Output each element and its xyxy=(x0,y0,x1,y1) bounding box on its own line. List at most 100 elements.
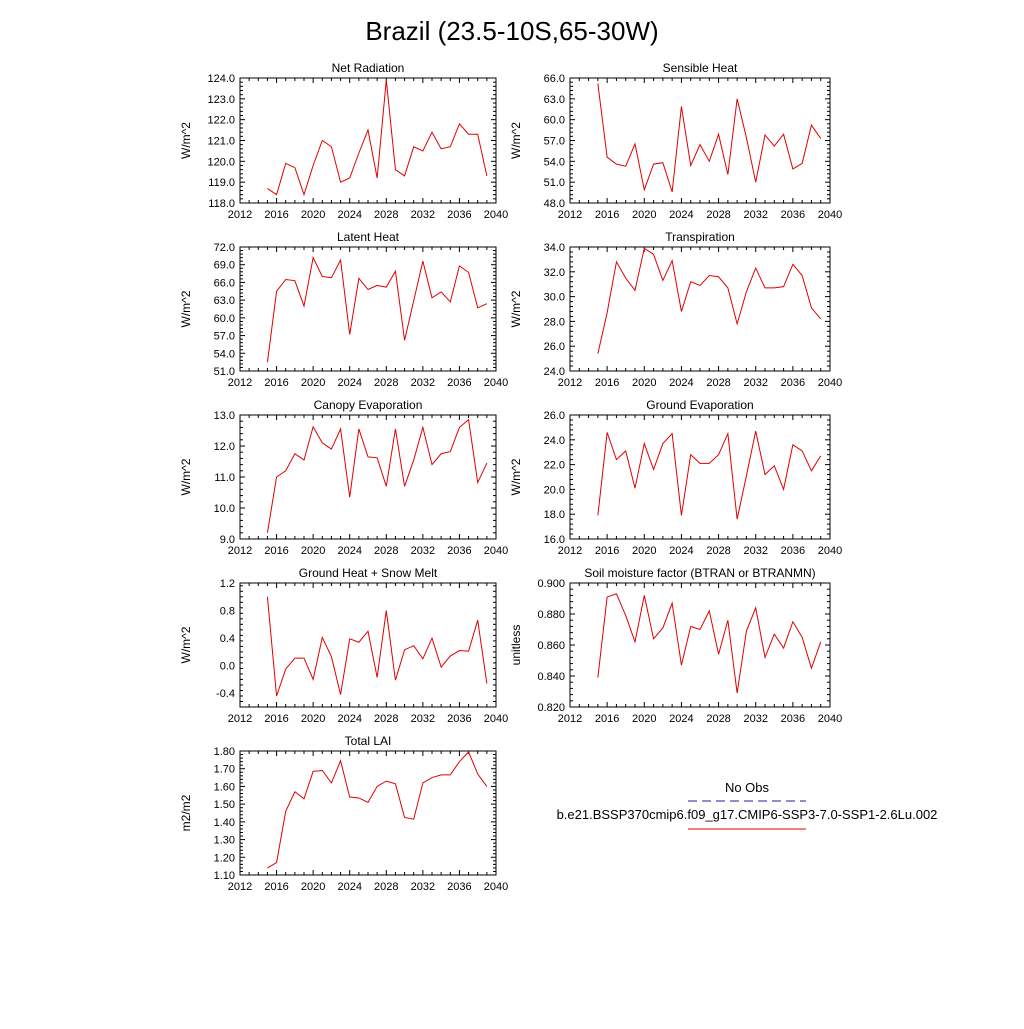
y-axis-label: W/m^2 xyxy=(509,122,523,159)
plot-frame xyxy=(239,246,497,372)
x-tick-label: 2024 xyxy=(337,377,361,389)
x-tick-label: 2036 xyxy=(781,209,805,221)
y-tick-label: 10.0 xyxy=(214,503,235,515)
y-tick-label: 32.0 xyxy=(544,267,565,279)
x-tick-label: 2040 xyxy=(818,209,842,221)
plot-frame xyxy=(569,414,831,540)
x-tick-label: 2016 xyxy=(595,713,619,725)
y-axis-label: m2/m2 xyxy=(179,794,193,831)
y-tick-label: 0.820 xyxy=(537,702,565,714)
panel-sensible-heat: Sensible Heat 2012 2016 2020 2024 2028 2032 203… xyxy=(509,61,842,221)
x-tick-label: 2032 xyxy=(411,881,435,893)
x-tick-label: 2016 xyxy=(595,377,619,389)
panel-title: Transpiration xyxy=(665,230,735,244)
y-tick-label: 124.0 xyxy=(207,73,235,85)
x-tick-label: 2032 xyxy=(411,377,435,389)
y-tick-label: 1.50 xyxy=(214,799,235,811)
panel-title: Soil moisture factor (BTRAN or BTRANMN) xyxy=(584,566,815,580)
x-tick-label: 2012 xyxy=(228,209,252,221)
y-tick-label: 66.0 xyxy=(214,277,235,289)
y-tick-label: 1.80 xyxy=(214,746,235,758)
series-line xyxy=(267,80,488,197)
y-tick-label: 26.0 xyxy=(544,341,565,353)
y-tick-label: 48.0 xyxy=(544,198,565,210)
panel-canopy-evaporation: Canopy Evaporation 2012 2016 2020 2024 2028 20… xyxy=(179,398,508,557)
y-tick-label: 0.8 xyxy=(220,606,235,618)
y-tick-label: 20.0 xyxy=(544,484,565,496)
x-tick-label: 2020 xyxy=(632,377,656,389)
series-line xyxy=(597,83,822,193)
panel-net-radiation: Net Radiation 2012 2016 2020 2024 2028 2032 203… xyxy=(179,61,508,221)
y-axis-label: W/m^2 xyxy=(179,626,193,663)
plot-frame xyxy=(239,582,497,708)
y-axis-label: W/m^2 xyxy=(509,458,523,495)
x-tick-label: 2020 xyxy=(301,209,325,221)
x-tick-label: 2016 xyxy=(595,209,619,221)
y-tick-label: 57.0 xyxy=(214,331,235,343)
panel-latent-heat: Latent Heat 2012 2016 2020 2024 2028 2032 2036 2… xyxy=(179,230,508,389)
x-tick-label: 2016 xyxy=(264,545,288,557)
y-tick-label: 16.0 xyxy=(544,534,565,546)
x-tick-label: 2040 xyxy=(818,713,842,725)
x-tick-label: 2036 xyxy=(781,713,805,725)
x-tick-label: 2028 xyxy=(374,209,398,221)
y-tick-label: 1.10 xyxy=(214,870,235,882)
x-tick-label: 2028 xyxy=(374,713,398,725)
panel-title: Latent Heat xyxy=(337,230,400,244)
y-tick-label: 24.0 xyxy=(544,366,565,378)
y-tick-label: 57.0 xyxy=(544,136,565,148)
x-tick-label: 2012 xyxy=(558,713,582,725)
y-tick-label: 0.4 xyxy=(220,633,235,645)
y-axis-label: W/m^2 xyxy=(179,122,193,159)
y-tick-label: 1.60 xyxy=(214,781,235,793)
panel-transpiration: Transpiration 2012 2016 2020 2024 2028 2032 203… xyxy=(509,230,842,389)
y-tick-label: 118.0 xyxy=(208,198,235,210)
x-tick-label: 2020 xyxy=(632,209,656,221)
x-tick-label: 2036 xyxy=(447,713,471,725)
y-tick-label: 0.880 xyxy=(537,609,565,621)
x-tick-label: 2024 xyxy=(337,545,361,557)
x-tick-label: 2024 xyxy=(669,545,693,557)
panel-ground-heat-snow-melt: Ground Heat + Snow Melt 2012 2016 2020 2024 2… xyxy=(179,566,508,725)
plot-frame xyxy=(569,582,831,708)
y-tick-label: 54.0 xyxy=(544,156,565,168)
y-tick-label: -0.4 xyxy=(216,688,235,700)
x-tick-label: 2032 xyxy=(411,713,435,725)
x-tick-label: 2040 xyxy=(484,881,508,893)
x-tick-label: 2020 xyxy=(301,377,325,389)
panels: Net Radiation 2012 2016 2020 2024 2028 2032 203… xyxy=(179,61,842,893)
x-tick-label: 2028 xyxy=(374,377,398,389)
x-tick-label: 2024 xyxy=(669,713,693,725)
series-line xyxy=(266,596,488,697)
y-tick-label: 0.900 xyxy=(537,578,565,590)
x-tick-label: 2024 xyxy=(669,377,693,389)
y-axis-label: W/m^2 xyxy=(179,290,193,327)
x-tick-label: 2020 xyxy=(301,545,325,557)
y-tick-label: 120.0 xyxy=(207,156,235,168)
panel-title: Total LAI xyxy=(345,734,392,748)
y-tick-label: 121.0 xyxy=(207,136,235,148)
series-line xyxy=(266,256,488,363)
plot-frame xyxy=(239,77,497,204)
panel-title: Sensible Heat xyxy=(663,61,738,75)
series-line xyxy=(267,750,488,869)
figure-title: Brazil (23.5-10S,65-30W) xyxy=(365,16,658,46)
y-tick-label: 18.0 xyxy=(544,509,565,521)
y-tick-label: 122.0 xyxy=(207,115,235,127)
x-tick-label: 2028 xyxy=(706,209,730,221)
x-tick-label: 2016 xyxy=(264,713,288,725)
panel-title: Net Radiation xyxy=(332,61,405,75)
y-tick-label: 24.0 xyxy=(544,435,565,447)
x-tick-label: 2012 xyxy=(228,713,252,725)
y-tick-label: 119.0 xyxy=(208,177,235,189)
y-tick-label: 12.0 xyxy=(214,441,235,453)
x-tick-label: 2016 xyxy=(264,881,288,893)
x-tick-label: 2024 xyxy=(337,881,361,893)
y-tick-label: 72.0 xyxy=(214,242,235,254)
legend-entry-run-label: b.e21.BSSP370cmip6.f09_g17.CMIP6-SSP3-7.… xyxy=(557,807,938,822)
y-tick-label: 0.860 xyxy=(537,640,565,652)
panel-total-lai: Total LAI 2012 2016 2020 2024 2028 2032 2036 204… xyxy=(179,734,508,893)
x-tick-label: 2012 xyxy=(558,377,582,389)
